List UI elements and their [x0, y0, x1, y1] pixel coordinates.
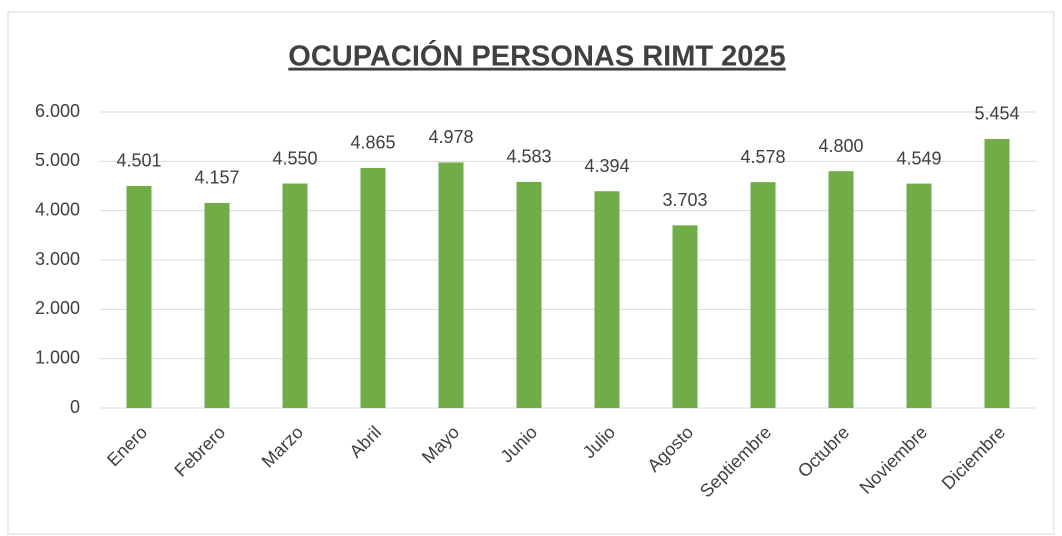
chart-title: OCUPACIÓN PERSONAS RIMT 2025	[288, 39, 785, 73]
bar	[282, 183, 308, 408]
bar	[906, 183, 932, 408]
data-label: 4.157	[194, 168, 239, 188]
data-label: 4.549	[896, 148, 941, 168]
y-tick-label: 3.000	[35, 249, 80, 269]
y-tick-label: 0	[70, 397, 80, 417]
data-label: 4.578	[740, 147, 785, 167]
bar	[984, 138, 1010, 408]
data-label: 4.394	[584, 156, 629, 176]
bar	[750, 182, 776, 408]
y-tick-label: 5.000	[35, 150, 80, 170]
data-label: 4.583	[506, 147, 551, 167]
data-label: 5.454	[974, 104, 1019, 124]
bar	[204, 202, 230, 408]
data-label: 4.501	[116, 151, 161, 171]
bar	[126, 185, 152, 408]
y-tick-label: 4.000	[35, 199, 80, 219]
data-label: 4.550	[272, 148, 317, 168]
data-label: 4.865	[350, 133, 395, 153]
bar	[828, 171, 854, 408]
data-label: 4.978	[428, 127, 473, 147]
bar	[672, 225, 698, 408]
bar	[516, 181, 542, 408]
data-label: 3.703	[662, 190, 707, 210]
y-tick-label: 1.000	[35, 347, 80, 367]
bar	[438, 162, 464, 408]
data-label: 4.800	[818, 136, 863, 156]
bar	[594, 191, 620, 408]
y-tick-label: 6.000	[35, 101, 80, 121]
y-tick-label: 2.000	[35, 298, 80, 318]
bar	[360, 167, 386, 408]
